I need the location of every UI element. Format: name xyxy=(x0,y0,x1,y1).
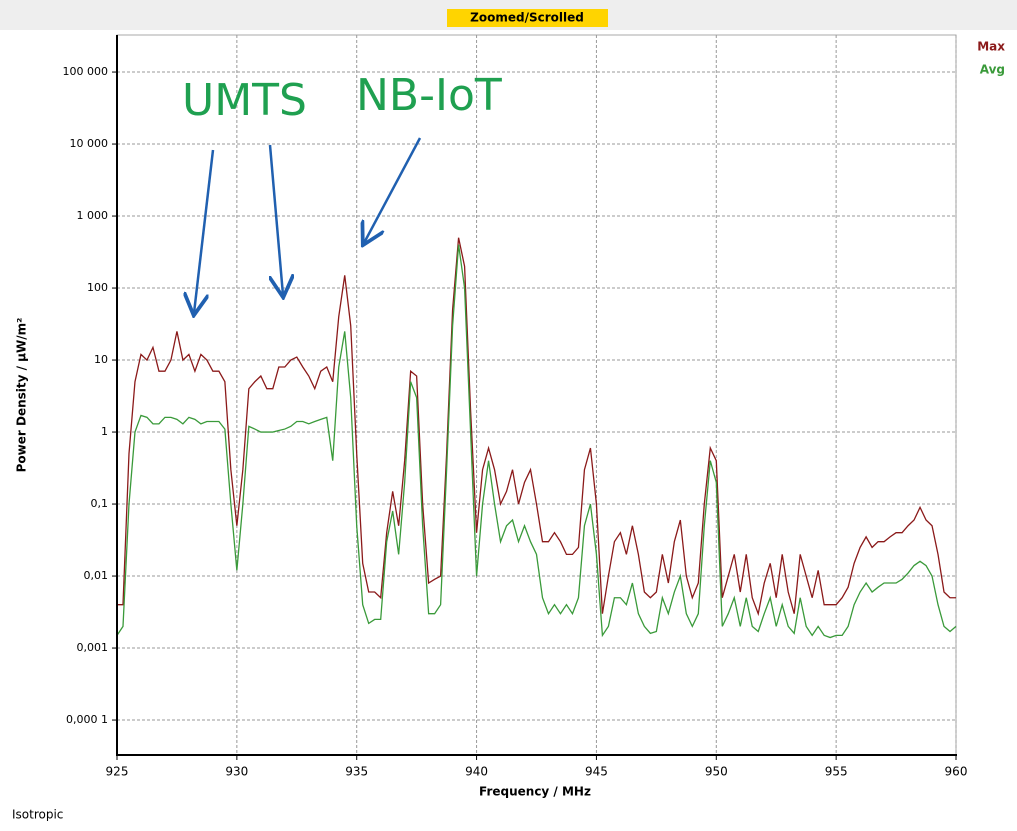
y-tick-label: 100 000 xyxy=(63,65,109,78)
plot-area xyxy=(116,34,957,756)
chart-title: Zoomed/Scrolled xyxy=(470,11,584,25)
x-tick-label: 945 xyxy=(585,765,608,779)
legend-entry: Max xyxy=(977,40,1005,54)
series-line xyxy=(116,244,957,639)
y-tick-label: 0,000 1 xyxy=(66,713,108,726)
y-tick-label: 10 000 xyxy=(70,137,109,150)
annotation: UMTS xyxy=(182,75,307,126)
x-tick-label: 950 xyxy=(705,765,728,779)
y-tick-label: 10 xyxy=(94,353,108,366)
series-line xyxy=(117,237,956,617)
y-tick-label: 1 xyxy=(101,425,108,438)
x-tick-label: 955 xyxy=(825,765,848,779)
arrow xyxy=(194,149,215,313)
x-tick-label: 935 xyxy=(345,765,368,779)
y-tick-label: 0,1 xyxy=(91,497,109,510)
y-tick-label: 0,001 xyxy=(77,641,109,654)
x-axis-label: Frequency / MHz xyxy=(479,785,591,799)
arrow xyxy=(268,144,283,295)
footer: Isotropic xyxy=(12,808,63,822)
legend-entry: Avg xyxy=(980,63,1005,77)
x-tick-label: 930 xyxy=(225,765,248,779)
x-tick-label: 925 xyxy=(106,765,129,779)
y-axis-label: Power Density / µW/m² xyxy=(15,318,29,473)
arrow xyxy=(364,137,422,243)
x-tick-label: 940 xyxy=(465,765,488,779)
annotation: NB-IoT xyxy=(356,70,502,121)
y-tick-label: 1 000 xyxy=(77,209,109,222)
title-box xyxy=(447,9,608,27)
x-tick-label: 960 xyxy=(945,765,968,779)
y-tick-label: 100 xyxy=(87,281,108,294)
y-tick-label: 0,01 xyxy=(84,569,109,582)
